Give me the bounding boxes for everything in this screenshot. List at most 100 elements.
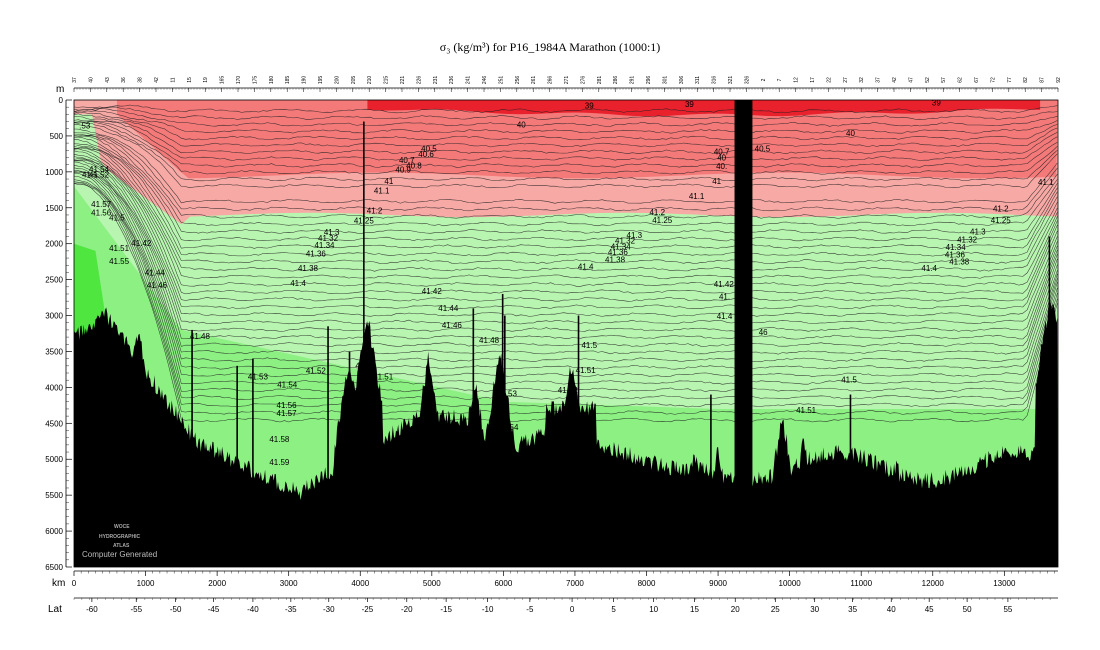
contour-label: 41.46 bbox=[147, 281, 168, 290]
contour-line bbox=[74, 108, 1058, 127]
lat-tick-label: -60 bbox=[86, 605, 98, 614]
station-tick-label: 52 bbox=[925, 77, 931, 83]
lat-tick-label: -10 bbox=[482, 605, 494, 614]
contour-label: 41.5 bbox=[841, 375, 857, 384]
x-axis-distance: 0 1000 2000 3000 4000 5000 6000 7000 8000 9000 100… bbox=[72, 570, 1058, 588]
contour-label: 41.57 bbox=[91, 200, 112, 209]
station-tick-label: 236 bbox=[449, 76, 455, 85]
station-tick-label: 190 bbox=[302, 76, 308, 85]
x-tick-label: 9000 bbox=[709, 579, 727, 588]
contour-label: 41.56 bbox=[277, 401, 298, 410]
y-tick-label: 3500 bbox=[45, 347, 63, 356]
contour-label: 41.56 bbox=[91, 209, 112, 218]
station-tick-label: 11 bbox=[170, 77, 176, 82]
contour-label: 41.51 bbox=[109, 244, 130, 253]
contour-label: 41.32 bbox=[318, 234, 339, 243]
contour-line bbox=[74, 104, 1058, 114]
x-tick-label: 12000 bbox=[922, 579, 945, 588]
contour-label: 41.42 bbox=[714, 280, 735, 289]
seamount-spike bbox=[191, 329, 193, 567]
computer-generated-label: Computer Generated bbox=[82, 550, 157, 559]
contour-line bbox=[74, 110, 1058, 134]
contour-line bbox=[74, 159, 1058, 325]
lat-tick-label: -30 bbox=[323, 605, 335, 614]
lat-tick-label: 50 bbox=[963, 605, 972, 614]
contour-label: 41.53 bbox=[248, 372, 269, 381]
station-tick-label: 226 bbox=[416, 76, 422, 85]
contour-label: 41.59 bbox=[269, 458, 290, 467]
y-tick-label: 2500 bbox=[45, 276, 63, 285]
station-tick-label: 175 bbox=[252, 76, 258, 85]
station-tick-label: 266 bbox=[548, 76, 554, 85]
contour-label: 41.32 bbox=[957, 235, 978, 244]
lat-tick-label: 45 bbox=[925, 605, 934, 614]
lat-tick-label: 5 bbox=[611, 605, 616, 614]
lat-tick-label: 0 bbox=[570, 605, 575, 614]
contour-label: 40.9 bbox=[395, 166, 411, 175]
station-tick-label: 205 bbox=[351, 76, 357, 85]
seamount-spike bbox=[236, 365, 238, 567]
contour-label: 40.7 bbox=[714, 148, 730, 157]
x-tick-label: 7000 bbox=[566, 579, 584, 588]
contour-label: 40. bbox=[716, 162, 727, 171]
contour-label: .53 bbox=[79, 122, 91, 131]
lat-axis-label: Lat bbox=[48, 604, 62, 615]
contour-label: 41.1 bbox=[689, 192, 705, 201]
station-tick-label: 47 bbox=[908, 77, 914, 83]
contour-label: 41.3 bbox=[970, 227, 986, 236]
y-tick-label: 0 bbox=[59, 96, 64, 105]
contour-line bbox=[74, 145, 1058, 264]
station-tick-label: 87 bbox=[1040, 77, 1046, 83]
y-tick-label: 500 bbox=[50, 132, 64, 141]
contour-line bbox=[74, 134, 1058, 227]
contour-label: 41.32 bbox=[615, 237, 636, 246]
y-axis-depth: 0 500 1000 1500 2000 2500 3000 3500 4000 4500 5000… bbox=[45, 96, 72, 572]
woce-watermark: WOCE HYDROGRAPHIC ATLAS Computer Generat… bbox=[82, 524, 157, 559]
contour-label: 40.7 bbox=[399, 156, 415, 165]
station-tick-label: 291 bbox=[630, 76, 636, 85]
station-axis: 37 40 43 36 38 42 11 15 19 165 170 175 180 185 190 195 2… bbox=[72, 76, 1062, 92]
station-tick-label: 311 bbox=[695, 76, 701, 84]
contour-label: 41.5 bbox=[109, 214, 125, 223]
station-tick-label: 37 bbox=[876, 77, 882, 83]
contour-label: 41.55 bbox=[109, 257, 130, 266]
contour-label: 41.54 bbox=[277, 380, 298, 389]
lat-tick-label: -15 bbox=[440, 605, 452, 614]
lat-tick-label: 35 bbox=[848, 605, 857, 614]
contour-line bbox=[74, 106, 1058, 120]
contour-line bbox=[74, 116, 1058, 154]
latitude-axis: -60 -55 -50 -45 -40 -35 -30 -25 -20 -15 -10 -5 0 5 10 1… bbox=[73, 597, 1058, 614]
x-tick-label: 8000 bbox=[638, 579, 656, 588]
contour-label: 41.25 bbox=[652, 216, 673, 225]
station-tick-label: 286 bbox=[613, 76, 619, 85]
upper-water-fill bbox=[116, 100, 1058, 179]
contour-line bbox=[74, 160, 1058, 332]
station-tick-label: 77 bbox=[1007, 77, 1013, 83]
contour-label: 41.34 bbox=[314, 241, 335, 250]
contour-label: 41.36 bbox=[306, 250, 327, 259]
contour-line bbox=[74, 143, 1058, 257]
contour-line bbox=[74, 122, 1058, 182]
station-tick-label: 256 bbox=[515, 76, 521, 85]
station-tick-label: 27 bbox=[843, 77, 849, 83]
y-tick-label: 6000 bbox=[45, 527, 63, 536]
x-tick-label: 10000 bbox=[779, 579, 802, 588]
station-tick-label: 165 bbox=[220, 76, 226, 85]
x-tick-label: 0 bbox=[72, 579, 77, 588]
plot-frame bbox=[73, 99, 1059, 568]
station-tick-label: 296 bbox=[646, 76, 652, 85]
seamount-spike bbox=[252, 358, 254, 567]
watermark-line-3: ATLAS bbox=[113, 543, 130, 549]
contour-line bbox=[74, 128, 1058, 204]
contour-line bbox=[74, 123, 1058, 189]
seamount-spike bbox=[501, 293, 504, 567]
contour-label: 41.1 bbox=[374, 186, 390, 195]
watermark-line-2: HYDROGRAPHIC bbox=[99, 534, 141, 540]
station-tick-label: 42 bbox=[154, 77, 160, 83]
contour-line bbox=[74, 148, 1058, 287]
seamount-spike bbox=[472, 308, 475, 567]
station-tick-label: 32 bbox=[859, 77, 865, 83]
station-tick-label: 22 bbox=[826, 77, 832, 83]
contour-label: 41. bbox=[719, 293, 730, 302]
contour-label: 41.53 bbox=[497, 390, 518, 399]
